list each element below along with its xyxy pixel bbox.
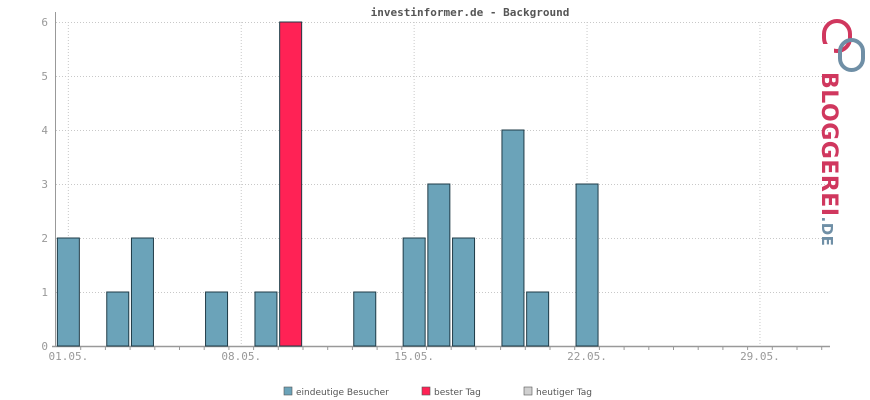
y-tick-label: 1 <box>41 286 48 299</box>
y-tick-label: 2 <box>41 232 48 245</box>
logo-text-suffix: .DE <box>818 217 836 247</box>
bar <box>353 291 377 347</box>
x-tick-label: 01.05. <box>48 350 88 363</box>
y-tick-label: 0 <box>41 340 48 353</box>
y-tick-label: 4 <box>41 124 48 137</box>
y-tick-label: 3 <box>41 178 48 191</box>
legend-swatch <box>523 386 533 396</box>
chart-title: investinformer.de - Background <box>371 6 570 19</box>
bars <box>56 21 599 347</box>
legend-swatch <box>283 386 293 396</box>
legend-label: eindeutige Besucher <box>296 388 389 398</box>
bar <box>402 237 426 347</box>
bar <box>254 291 278 347</box>
bar <box>205 291 229 347</box>
bar <box>106 291 130 347</box>
x-tick-label: 22.05. <box>567 350 607 363</box>
y-tick-label: 6 <box>41 16 48 29</box>
legend-swatch <box>421 386 431 396</box>
logo-text-main: BLOGGEREI <box>816 72 841 217</box>
legend-label: bester Tag <box>434 388 481 398</box>
speech-bubble-icon <box>820 19 865 72</box>
bar <box>501 129 525 347</box>
legend-label: heutiger Tag <box>536 388 592 398</box>
bar <box>575 183 599 347</box>
bar <box>526 291 550 347</box>
x-tick-label: 08.05. <box>221 350 261 363</box>
y-tick-labels: 0 1 2 3 4 5 6 <box>41 16 48 353</box>
bloggerei-logo: BLOGGEREI.DE <box>816 19 865 246</box>
bar <box>56 237 80 347</box>
y-tick-label: 5 <box>41 70 48 83</box>
x-tick-label: 29.05. <box>740 350 780 363</box>
bar <box>427 183 451 347</box>
bar <box>452 237 476 347</box>
x-tick-labels: 01.05. 08.05. 15.05. 22.05. 29.05. <box>48 350 779 363</box>
bar <box>130 237 154 347</box>
x-tick-label: 15.05. <box>394 350 434 363</box>
legend: eindeutige Besucher bester Tag heutiger Ta… <box>283 386 592 398</box>
bar-best-day <box>279 21 303 347</box>
logo-text: BLOGGEREI.DE <box>816 72 841 246</box>
